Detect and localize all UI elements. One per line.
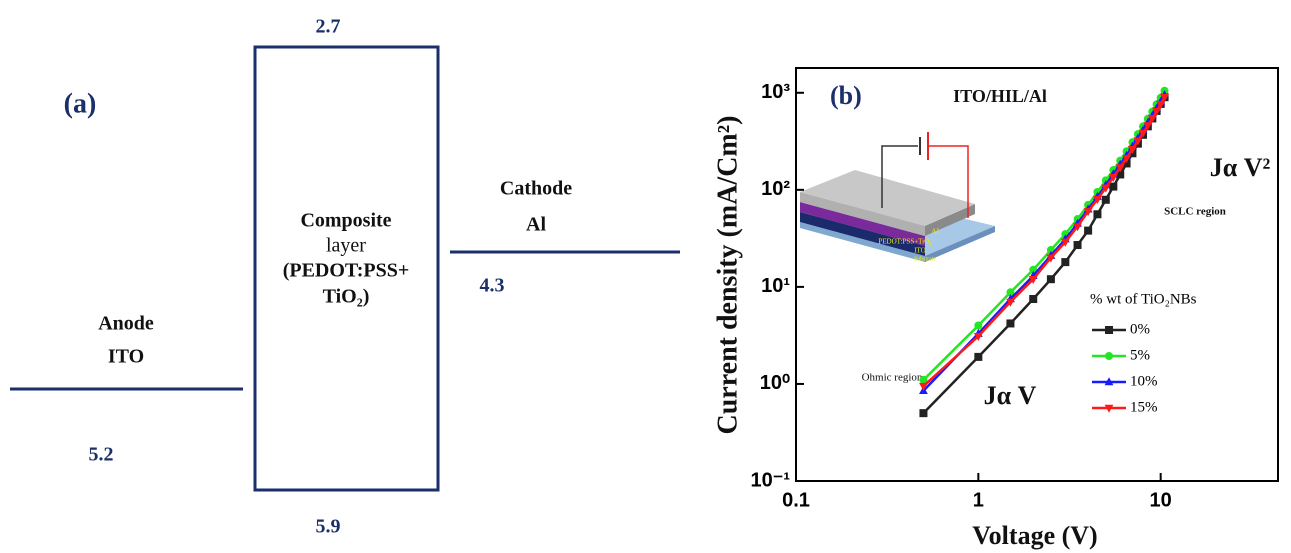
annotation: Ohmic region [862,372,923,384]
panel-label: (b) [830,81,862,110]
layer-label: Composite [300,210,391,232]
marker [974,353,982,361]
inset-label: Substrate [914,256,937,262]
y-tick-label: 10¹ [761,275,790,297]
level-value: 5.9 [316,516,341,538]
marker [1074,241,1082,249]
annotation: Jα V² [1210,153,1271,182]
marker [1109,183,1117,191]
inset-label: PEDOT:PSS+TiO₂ [878,238,932,246]
annotation: ITO/HIL/Al [953,86,1047,106]
x-axis-title: Voltage (V) [972,521,1097,550]
level-value: 2.7 [316,16,341,38]
legend-title: % wt of TiO₂NBs [1090,291,1197,307]
legend-label: 15% [1130,399,1158,415]
marker [974,322,982,330]
y-tick-label: 10³ [761,81,790,103]
panel-label: (a) [64,88,97,119]
x-tick-label: 1 [973,489,984,511]
x-tick-label: 0.1 [782,489,810,511]
energy-diagram: (a) 2.7 5.9 Composite layer (PEDOT:PSS+ … [10,16,680,538]
inset-label: ITO [914,247,926,255]
cathode-label: Cathode [500,178,572,200]
annotation: SCLC region [1164,206,1226,218]
anode-label: Anode [98,313,154,335]
level-value: 4.3 [480,275,505,297]
layer-label: layer [326,235,366,257]
annotation: Jα V [984,381,1037,410]
marker [1105,326,1113,334]
y-tick-label: 10⁻¹ [751,469,791,491]
legend-label: 0% [1130,321,1150,337]
device-inset: Al PEDOT:PSS+TiO₂ ITO Substrate [800,132,995,262]
y-tick-label: 10⁰ [760,372,790,394]
series-line [923,97,1164,413]
marker [1029,295,1037,303]
layer-label: (PEDOT:PSS+ [283,260,410,282]
figure: (a) 2.7 5.9 Composite layer (PEDOT:PSS+ … [0,0,1291,553]
inset-label: Al [931,227,940,236]
marker [1102,196,1110,204]
marker [1084,227,1092,235]
marker [1006,319,1014,327]
y-axis-title: Current density (mA/Cm²) [712,116,743,435]
layer-label: TiO₂) [323,286,370,308]
level-value: 5.2 [89,444,114,466]
cathode-label: Al [526,214,546,236]
legend-label: 5% [1130,347,1150,363]
y-tick-label: 10² [761,178,790,200]
marker [1105,352,1113,360]
marker [1061,258,1069,266]
marker [1047,275,1055,283]
anode-label: ITO [108,346,144,368]
x-tick-label: 10 [1150,489,1172,511]
marker [1093,210,1101,218]
marker [919,409,927,417]
legend-label: 10% [1130,373,1158,389]
